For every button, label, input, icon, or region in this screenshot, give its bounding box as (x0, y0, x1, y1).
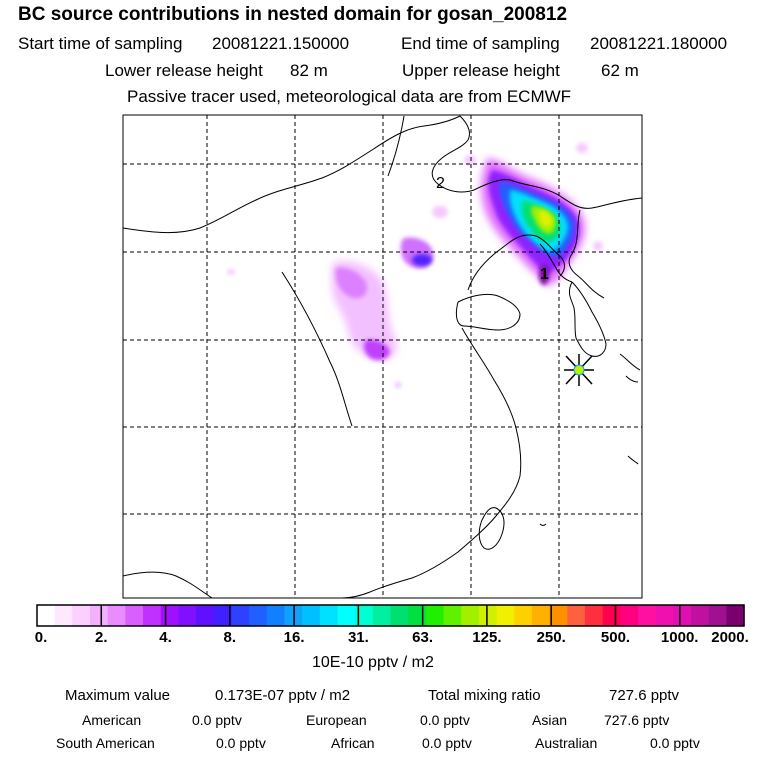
colorbar-cell (602, 605, 621, 626)
colorbar-cell (408, 605, 427, 626)
colorbar-cell (726, 605, 745, 626)
colorbar-tick-label: 31. (347, 629, 369, 646)
plume-central (227, 237, 434, 388)
colorbar-tick-label: 1000. (660, 629, 699, 646)
colorbar-cell (584, 605, 604, 626)
region-american-label: American (82, 712, 142, 728)
max-value: 0.173E-07 pptv / m2 (215, 687, 351, 704)
colorbar-cell (160, 605, 180, 626)
colorbar-cell (249, 605, 268, 626)
colorbar-ticks (100, 605, 681, 626)
colorbar-cell (37, 605, 56, 626)
upper-height-value: 62 m (601, 61, 639, 80)
colorbar-cell (567, 605, 586, 626)
region-european-label: European (306, 712, 367, 728)
colorbar-cell (319, 605, 339, 626)
colorbar-cell (708, 605, 727, 626)
region-australian-value: 0.0 pptv (650, 735, 700, 751)
colorbar-frame (36, 604, 745, 627)
colorbar-unit-label: 10E-10 pptv / m2 (312, 654, 434, 671)
colorbar-cell (655, 605, 674, 626)
colorbar-cell (107, 605, 126, 626)
plot-title: BC source contributions in nested domain… (18, 4, 568, 25)
total-mixing-label: Total mixing ratio (428, 687, 541, 704)
colorbar-cell (496, 605, 515, 626)
colorbar-cell (425, 605, 445, 626)
colorbar-cell (355, 605, 374, 626)
colorbar-tick-label: 16. (283, 629, 305, 646)
end-time-value: 20081221.180000 (590, 34, 728, 53)
colorbar-cell (461, 605, 480, 626)
colorbar-cell (302, 605, 321, 626)
colorbar-tick-label: 2000. (711, 629, 749, 646)
colorbar-cell (478, 605, 498, 626)
colorbar-tick-label: 500. (600, 629, 631, 646)
colorbar-cell (390, 605, 409, 626)
upper-height-label: Upper release height (402, 61, 560, 80)
colorbar-tick-label: 125. (472, 629, 502, 646)
region-american-value: 0.0 pptv (192, 712, 242, 728)
colorbar-cell (90, 605, 109, 626)
region-european-value: 0.0 pptv (420, 712, 470, 728)
lower-height-label: Lower release height (105, 61, 263, 80)
colorbar-cell (143, 605, 162, 626)
region-south-american-label: South American (56, 735, 155, 751)
map-frame (122, 114, 643, 599)
colorbar-cell (690, 605, 710, 626)
map-graticule (123, 115, 642, 598)
start-time-value: 20081221.150000 (212, 34, 350, 53)
max-value-label: Maximum value (65, 687, 171, 704)
colorbar-cell (337, 605, 356, 626)
point-label-1: 1 (540, 266, 549, 283)
colorbar-cell (266, 605, 286, 626)
colorbar-cell (372, 605, 392, 626)
colorbar-cell (531, 605, 551, 626)
plume-northeast (432, 143, 603, 286)
lower-height-value: 82 m (290, 61, 328, 80)
colorbar-cell (125, 605, 144, 626)
colorbar-tick-label: 8. (223, 629, 237, 646)
colorbar-cell (673, 605, 692, 626)
colorbar-cell (54, 605, 73, 626)
colorbar-tick-label: 0. (34, 629, 48, 646)
region-australian-label: Australian (535, 735, 598, 751)
colorbar-cell (514, 605, 533, 626)
colorbar-tick-label: 250. (536, 629, 566, 646)
colorbar-tick-label: 2. (95, 629, 108, 646)
colorbar-cell (443, 605, 462, 626)
point-label-2: 2 (436, 175, 445, 192)
colorbar-cell (196, 605, 215, 626)
end-time-label: End time of sampling (401, 34, 560, 53)
tracer-note: Passive tracer used, meteorological data… (127, 87, 572, 106)
region-african-value: 0.0 pptv (422, 735, 472, 751)
colorbar-tick-label: 63. (412, 629, 434, 646)
colorbar-cell (178, 605, 197, 626)
colorbar-tick-label: 4. (159, 629, 172, 646)
colorbar-cell (549, 605, 568, 626)
colorbar-cell (637, 605, 657, 626)
region-asian-value: 727.6 pptv (604, 712, 670, 728)
coastlines-and-borders (123, 115, 642, 598)
gosan-receptor-star (564, 354, 594, 386)
total-mixing-value: 727.6 pptv (609, 687, 680, 704)
region-south-american-value: 0.0 pptv (216, 735, 266, 751)
colorbar-cells (37, 605, 745, 626)
colorbar-cell (231, 605, 250, 626)
start-time-label: Start time of sampling (18, 34, 183, 53)
region-african-label: African (331, 735, 375, 751)
region-asian-label: Asian (532, 712, 568, 728)
colorbar-cell (620, 605, 639, 626)
colorbar-cell (213, 605, 233, 626)
colorbar-cell (72, 605, 91, 626)
